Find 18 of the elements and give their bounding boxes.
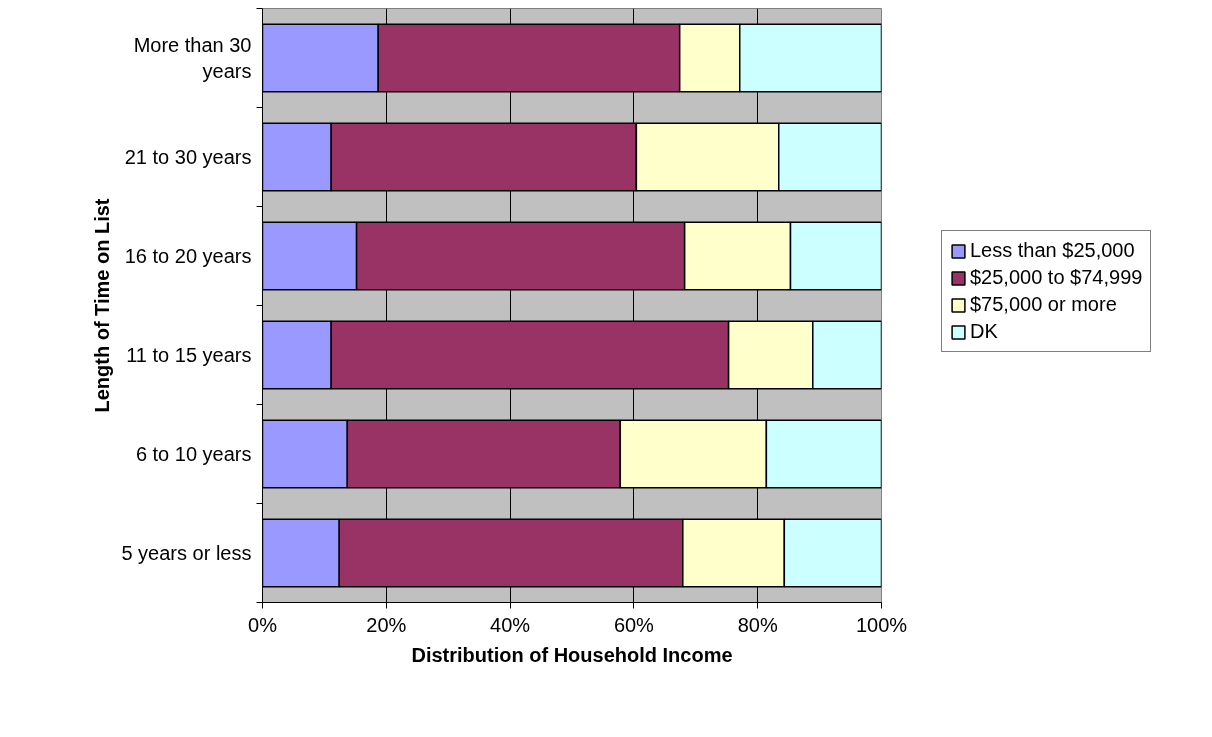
x-tick-label: 60% (613, 613, 655, 636)
legend-label: DK (970, 320, 998, 343)
x-tick-label: 20% (366, 613, 407, 636)
x-tick-label: 80% (737, 613, 778, 636)
x-tick-label: 40% (490, 613, 531, 636)
y-tick-label: 21 to 30 years (124, 146, 252, 168)
y-tick-label: 5 years or less (121, 542, 252, 564)
legend-label: $75,000 or more (970, 293, 1117, 316)
legend-label: Less than $25,000 (970, 239, 1135, 262)
y-tick-label: 16 to 20 years (124, 245, 252, 267)
x-tick-label: 100% (855, 613, 908, 636)
y-tick-label: More than 30 years (133, 33, 252, 83)
x-axis-title: Distribution of Household Income (411, 643, 733, 666)
y-tick-label: 11 to 15 years (126, 344, 252, 366)
x-tick-label: 0% (248, 613, 278, 636)
y-axis-title: Length of Time on List (91, 198, 114, 413)
y-tick-label: 6 to 10 years (135, 443, 252, 465)
legend-label: $25,000 to $74,999 (970, 266, 1143, 289)
